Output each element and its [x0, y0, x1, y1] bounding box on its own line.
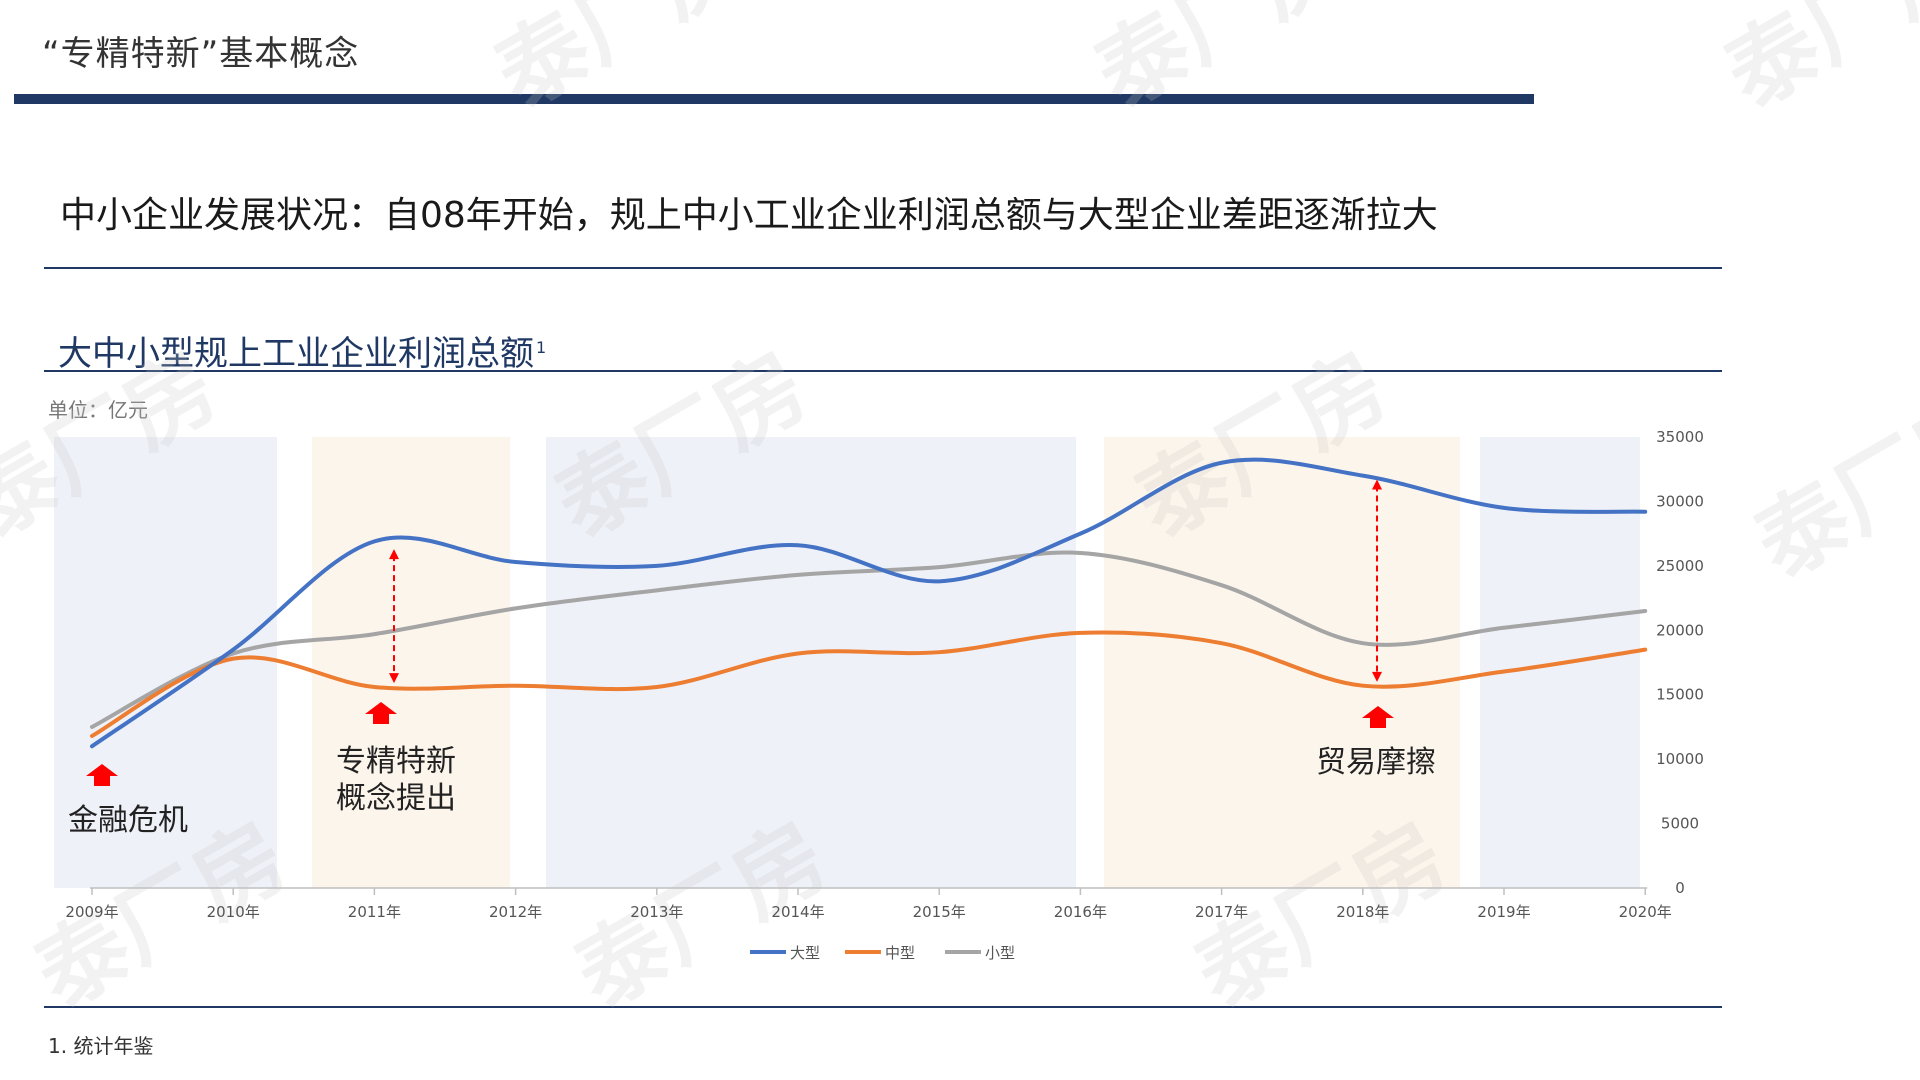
financial-crisis-arrow	[86, 764, 118, 786]
x-tick-label: 2009年	[65, 903, 118, 921]
annotation-srdi-line1: 专精特新	[336, 744, 456, 779]
title-bar	[14, 94, 1534, 104]
unit-label: 单位：亿元	[48, 398, 148, 422]
series-line-medium	[90, 630, 1648, 738]
series-line-small	[90, 550, 1648, 729]
annotation-financial-crisis: 金融危机	[68, 803, 188, 838]
x-tick-label: 2012年	[489, 903, 542, 921]
annotation-srdi-line2: 概念提出	[336, 781, 456, 816]
y-tick-label: 35000	[1656, 428, 1704, 446]
footnote-divider	[44, 1006, 1722, 1008]
watermark-text: 泰厂房	[1709, 0, 1920, 129]
x-tick-label: 2016年	[1054, 903, 1107, 921]
x-tick-label: 2013年	[630, 903, 683, 921]
y-tick-label: 10000	[1656, 750, 1704, 768]
slide-title: “专精特新”基本概念	[42, 34, 360, 74]
gap-arrow-2018-head-top	[1372, 479, 1382, 490]
gap-arrow-2011-head-top	[389, 549, 399, 560]
legend-label: 小型	[985, 944, 1015, 962]
chart-title-divider	[44, 370, 1722, 372]
x-tick-label: 2011年	[348, 903, 401, 921]
x-tick-label: 2014年	[771, 903, 824, 921]
y-tick-label: 25000	[1656, 557, 1704, 575]
x-tick-label: 2020年	[1619, 903, 1672, 921]
y-tick-label: 20000	[1656, 621, 1704, 639]
chart-title: 大中小型规上工业企业利润总额 1	[58, 326, 546, 375]
watermark-text: 泰厂房	[479, 0, 765, 129]
background-band-2	[312, 437, 510, 888]
watermark-text: 泰厂房	[1739, 373, 1920, 599]
gap-arrow-2018-head-bottom	[1372, 671, 1382, 682]
watermark-text: 泰厂房	[1079, 0, 1365, 129]
headline-divider	[44, 267, 1722, 269]
chart-title-text: 大中小型规上工业企业利润总额	[58, 334, 534, 374]
chart-title-footnote-ref: 1	[536, 337, 547, 357]
y-tick-label: 30000	[1656, 492, 1704, 510]
x-tick-label: 2018年	[1336, 903, 1389, 921]
x-tick-label: 2010年	[207, 903, 260, 921]
y-tick-label: 5000	[1661, 815, 1699, 833]
series-line-large	[90, 457, 1648, 749]
y-tick-label: 0	[1675, 879, 1685, 897]
background-band-1	[54, 437, 277, 888]
legend-label: 中型	[885, 944, 915, 962]
annotation-trade-friction: 贸易摩擦	[1316, 745, 1436, 780]
legend-label: 大型	[790, 944, 820, 962]
background-band-3	[546, 437, 1076, 888]
srdi-concept-arrow	[365, 702, 397, 724]
trade-friction-arrow	[1362, 706, 1394, 728]
x-tick-label: 2019年	[1477, 903, 1530, 921]
x-tick-label: 2015年	[913, 903, 966, 921]
headline: 中小企业发展状况：自08年开始，规上中小工业企业利润总额与大型企业差距逐渐拉大	[60, 195, 1438, 236]
y-tick-label: 15000	[1656, 686, 1704, 704]
footnote: 1. 统计年鉴	[48, 1034, 154, 1058]
gap-arrow-2011-head-bottom	[389, 673, 399, 684]
x-tick-label: 2017年	[1195, 903, 1248, 921]
